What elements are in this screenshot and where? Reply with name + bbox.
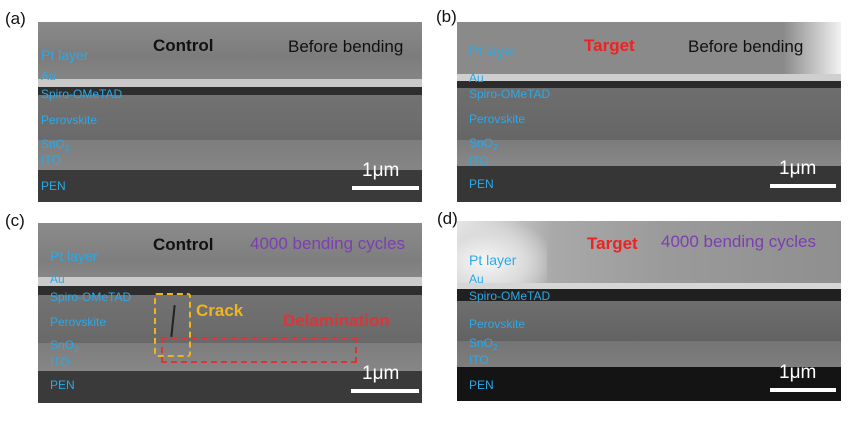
panel-tag-c: (c) bbox=[5, 211, 25, 230]
pen-layer-band bbox=[38, 371, 422, 403]
panel-heading: Control bbox=[153, 36, 214, 55]
spiro-label: Spiro-OMeTAD bbox=[41, 87, 123, 101]
condition-note: Before bending bbox=[288, 37, 404, 56]
ito-layer-band bbox=[38, 343, 422, 371]
panel-tag-a: (a) bbox=[5, 9, 26, 28]
sno2-label: SnO2 bbox=[469, 336, 498, 352]
scale-bar-label: 1μm bbox=[362, 160, 400, 181]
sem-panel-b: Pt layer Au Spiro-OMeTAD Perovskite SnO2… bbox=[457, 22, 841, 202]
sno2-label: SnO2 bbox=[41, 137, 70, 153]
scale-bar bbox=[351, 389, 419, 393]
au-layer-band bbox=[38, 79, 422, 87]
sem-panel-d: Pt layer Au Spiro-OMeTAD Perovskite SnO2… bbox=[457, 221, 841, 401]
perovskite-label: Perovskite bbox=[41, 113, 98, 127]
sem-panel-a: Pt layer Au Spiro-OMeTAD Perovskite SnO2… bbox=[38, 22, 422, 202]
ito-layer-band bbox=[457, 140, 841, 166]
delamination-highlight-box bbox=[161, 337, 357, 363]
spiro-layer-band bbox=[38, 87, 422, 95]
ito-label: ITO bbox=[469, 154, 489, 168]
pen-label: PEN bbox=[41, 179, 66, 193]
pen-label: PEN bbox=[469, 177, 494, 191]
delamination-annotation: Delamination bbox=[283, 311, 390, 330]
panel-tag-d: (d) bbox=[437, 209, 458, 228]
condition-note: Before bending bbox=[688, 37, 804, 56]
scale-bar bbox=[770, 388, 836, 392]
perovskite-label: Perovskite bbox=[469, 317, 526, 331]
perovskite-label: Perovskite bbox=[50, 315, 107, 329]
scale-bar-label: 1μm bbox=[362, 363, 400, 384]
sno2-label: SnO2 bbox=[469, 136, 498, 152]
ito-layer-band bbox=[38, 140, 422, 170]
perovskite-label: Perovskite bbox=[469, 112, 526, 126]
condition-note: 4000 bending cycles bbox=[250, 234, 406, 253]
scale-bar-label: 1μm bbox=[779, 362, 817, 383]
pt-layer-label: Pt layer bbox=[469, 252, 517, 268]
panel-heading: Target bbox=[587, 234, 638, 253]
spiro-label: Spiro-OMeTAD bbox=[469, 289, 551, 303]
pt-layer-band bbox=[38, 22, 422, 79]
au-label: Au bbox=[469, 272, 484, 286]
condition-note: 4000 bending cycles bbox=[661, 232, 817, 251]
sem-panel-c: Pt layer Au Spiro-OMeTAD Perovskite SnO2… bbox=[38, 223, 422, 403]
ito-label: ITO bbox=[41, 153, 61, 167]
crack-highlight-box bbox=[154, 293, 191, 357]
scale-bar-label: 1μm bbox=[779, 158, 817, 179]
ito-label: ITO bbox=[469, 353, 489, 367]
ito-layer-band bbox=[457, 341, 841, 367]
sno2-label: SnO2 bbox=[50, 338, 79, 354]
pt-layer-label: Pt layer bbox=[41, 47, 89, 63]
au-layer-band bbox=[38, 277, 422, 286]
pt-layer-band bbox=[457, 22, 841, 74]
charging-glow bbox=[457, 221, 547, 289]
spiro-layer-band bbox=[457, 81, 841, 88]
spiro-label: Spiro-OMeTAD bbox=[469, 87, 551, 101]
panel-heading: Control bbox=[153, 235, 214, 254]
au-layer-band bbox=[457, 74, 841, 81]
spiro-label: Spiro-OMeTAD bbox=[50, 290, 132, 304]
perovskite-layer-band bbox=[38, 295, 422, 343]
pen-layer-band bbox=[457, 367, 841, 401]
au-layer-band bbox=[457, 283, 841, 289]
perovskite-layer-band bbox=[38, 95, 422, 140]
ito-label: ITO bbox=[50, 355, 70, 369]
au-label: Au bbox=[50, 272, 65, 286]
perovskite-layer-band bbox=[457, 301, 841, 341]
panel-tag-b: (b) bbox=[436, 7, 457, 26]
pt-layer-band bbox=[38, 223, 422, 277]
spiro-layer-band bbox=[457, 289, 841, 301]
au-label: Au bbox=[41, 69, 56, 83]
pt-layer-label: Pt layer bbox=[469, 43, 517, 59]
pt-layer-label: Pt layer bbox=[50, 248, 98, 264]
pen-label: PEN bbox=[50, 378, 75, 392]
spiro-layer-band bbox=[38, 286, 422, 295]
panel-heading: Target bbox=[584, 36, 635, 55]
perovskite-layer-band bbox=[457, 88, 841, 140]
crack-annotation: Crack bbox=[196, 301, 244, 320]
scale-bar bbox=[770, 184, 836, 188]
pen-label: PEN bbox=[469, 378, 494, 392]
scale-bar bbox=[352, 186, 419, 190]
au-label: Au bbox=[469, 71, 484, 85]
